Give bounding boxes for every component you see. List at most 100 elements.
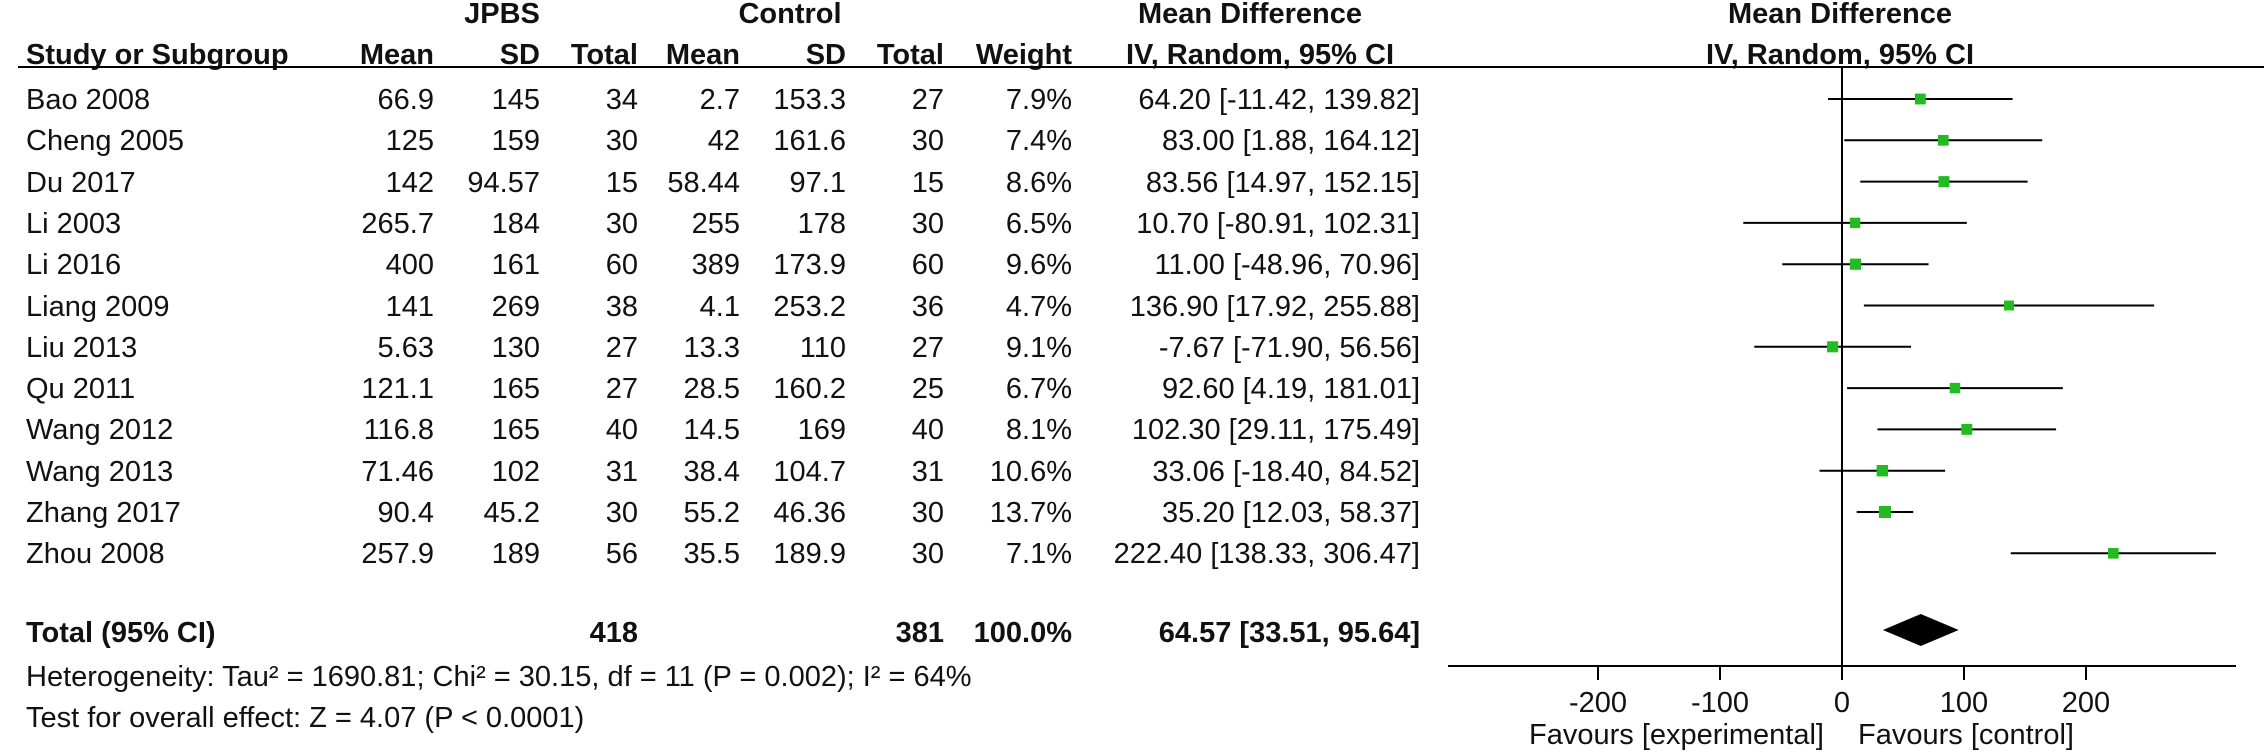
study-weight: 8.6% [1005, 166, 1072, 199]
sd-experimental: 145 [491, 84, 540, 116]
study-weight: 7.1% [1005, 538, 1072, 571]
mean-experimental: 66.9 [377, 84, 434, 116]
md-plot-title: Mean Difference [1727, 0, 1952, 30]
heterogeneity-text: Heterogeneity: Tau² = 1690.81; Chi² = 30… [26, 661, 972, 693]
study-name: Liang 2009 [26, 290, 170, 323]
sd-experimental: 45.2 [483, 497, 540, 529]
total-n-control: 381 [895, 617, 944, 649]
sd-control: 153.3 [773, 84, 846, 116]
sd-control: 104.7 [773, 455, 846, 488]
sd-experimental: 161 [491, 249, 540, 282]
mean-control: 255 [691, 207, 740, 240]
total-n-experimental: 418 [589, 617, 638, 649]
study-name: Wang 2013 [26, 455, 174, 488]
study-weight: 6.5% [1005, 207, 1072, 240]
sd-experimental: 269 [491, 290, 540, 323]
sd-experimental: 159 [491, 125, 540, 158]
study-name: Cheng 2005 [26, 125, 185, 158]
study-weight: 7.4% [1005, 125, 1072, 158]
point-estimate-marker [1849, 217, 1861, 229]
total-experimental: 27 [605, 331, 638, 364]
study-ci-text: 92.60 [4.19, 181.01] [1162, 373, 1420, 406]
col-header-total-experimental: Total [570, 39, 638, 71]
point-estimate-marker [1961, 423, 1973, 435]
col-header-sd-control: SD [805, 39, 846, 71]
total-experimental: 56 [605, 538, 638, 571]
mean-experimental: 125 [385, 125, 434, 158]
study-weight: 8.1% [1005, 414, 1072, 447]
pooled-diamond [1882, 614, 1959, 646]
mean-experimental: 5.63 [377, 331, 434, 364]
point-estimate-marker [1876, 465, 1889, 477]
col-header-study: Study or Subgroup [26, 39, 289, 71]
mean-experimental: 71.46 [361, 455, 434, 488]
point-estimate-marker [1827, 341, 1839, 353]
mean-experimental: 400 [385, 249, 434, 282]
sd-control: 46.36 [773, 497, 846, 529]
md-table-title: Mean Difference [1137, 0, 1362, 30]
mean-control: 42 [707, 125, 740, 158]
total-experimental: 27 [605, 373, 638, 406]
mean-experimental: 90.4 [377, 497, 434, 529]
total-experimental: 40 [605, 414, 638, 447]
mean-experimental: 142 [385, 166, 434, 199]
col-header-sd-experimental: SD [499, 39, 540, 71]
mean-control: 38.4 [683, 455, 740, 488]
favours-control-label: Favours [control] [1858, 719, 2074, 751]
study-ci-text: 64.20 [-11.42, 139.82] [1138, 84, 1420, 116]
sd-control: 160.2 [773, 373, 846, 406]
col-header-weight: Weight [975, 39, 1072, 71]
study-weight: 9.1% [1005, 331, 1072, 364]
overall-effect-text: Test for overall effect: Z = 4.07 (P < 0… [26, 702, 585, 734]
sd-control: 110 [799, 331, 846, 364]
study-ci-text: 83.56 [14.97, 152.15] [1145, 166, 1420, 199]
total-control: 30 [911, 538, 944, 571]
mean-control: 2.7 [699, 84, 740, 116]
study-name: Zhou 2008 [26, 538, 165, 571]
x-axis-tick-label: -200 [1569, 687, 1627, 719]
study-weight: 6.7% [1005, 373, 1072, 406]
study-name: Qu 2011 [26, 373, 136, 406]
group-header-experimental: JPBS [464, 0, 540, 30]
total-experimental: 60 [605, 249, 638, 282]
study-name: Bao 2008 [26, 84, 151, 116]
study-weight: 7.9% [1005, 84, 1072, 116]
study-name: Li 2016 [26, 249, 122, 282]
study-ci-text: 33.06 [-18.40, 84.52] [1152, 455, 1420, 488]
sd-experimental: 184 [491, 207, 540, 240]
mean-experimental: 121.1 [361, 373, 434, 406]
group-header-control: Control [738, 0, 842, 30]
mean-control: 13.3 [683, 331, 740, 364]
mean-control: 58.44 [667, 166, 740, 199]
total-experimental: 30 [605, 497, 638, 529]
total-ci-text: 64.57 [33.51, 95.64] [1158, 617, 1420, 649]
study-weight: 9.6% [1005, 249, 1072, 282]
sd-experimental: 94.57 [467, 166, 540, 199]
point-estimate-marker [2108, 548, 2119, 559]
sd-control: 169 [797, 414, 846, 447]
sd-experimental: 165 [491, 414, 540, 447]
study-weight: 10.6% [989, 455, 1072, 488]
favours-experimental-label: Favours [experimental] [1529, 719, 1824, 751]
total-experimental: 15 [605, 166, 638, 199]
mean-control: 389 [691, 249, 740, 282]
col-header-total-control: Total [876, 39, 944, 71]
sd-control: 173.9 [773, 249, 846, 282]
study-ci-text: 83.00 [1.88, 164.12] [1162, 125, 1420, 158]
total-control: 60 [911, 249, 944, 282]
total-control: 27 [911, 331, 944, 364]
study-name: Zhang 2017 [26, 497, 181, 529]
study-name: Liu 2013 [26, 331, 138, 364]
x-axis-tick-label: 200 [2062, 687, 2110, 719]
study-ci-text: 222.40 [138.33, 306.47] [1113, 538, 1420, 571]
sd-control: 161.6 [773, 125, 846, 158]
mean-control: 4.1 [699, 290, 740, 323]
x-axis-tick-label: -100 [1691, 687, 1749, 719]
study-name: Wang 2012 [26, 414, 174, 447]
study-ci-text: -7.67 [-71.90, 56.56] [1158, 331, 1420, 364]
mean-experimental: 257.9 [361, 538, 434, 571]
point-estimate-marker [1878, 506, 1891, 518]
mean-experimental: 141 [385, 290, 434, 323]
total-control: 30 [911, 497, 944, 529]
point-estimate-marker [1937, 134, 1949, 146]
